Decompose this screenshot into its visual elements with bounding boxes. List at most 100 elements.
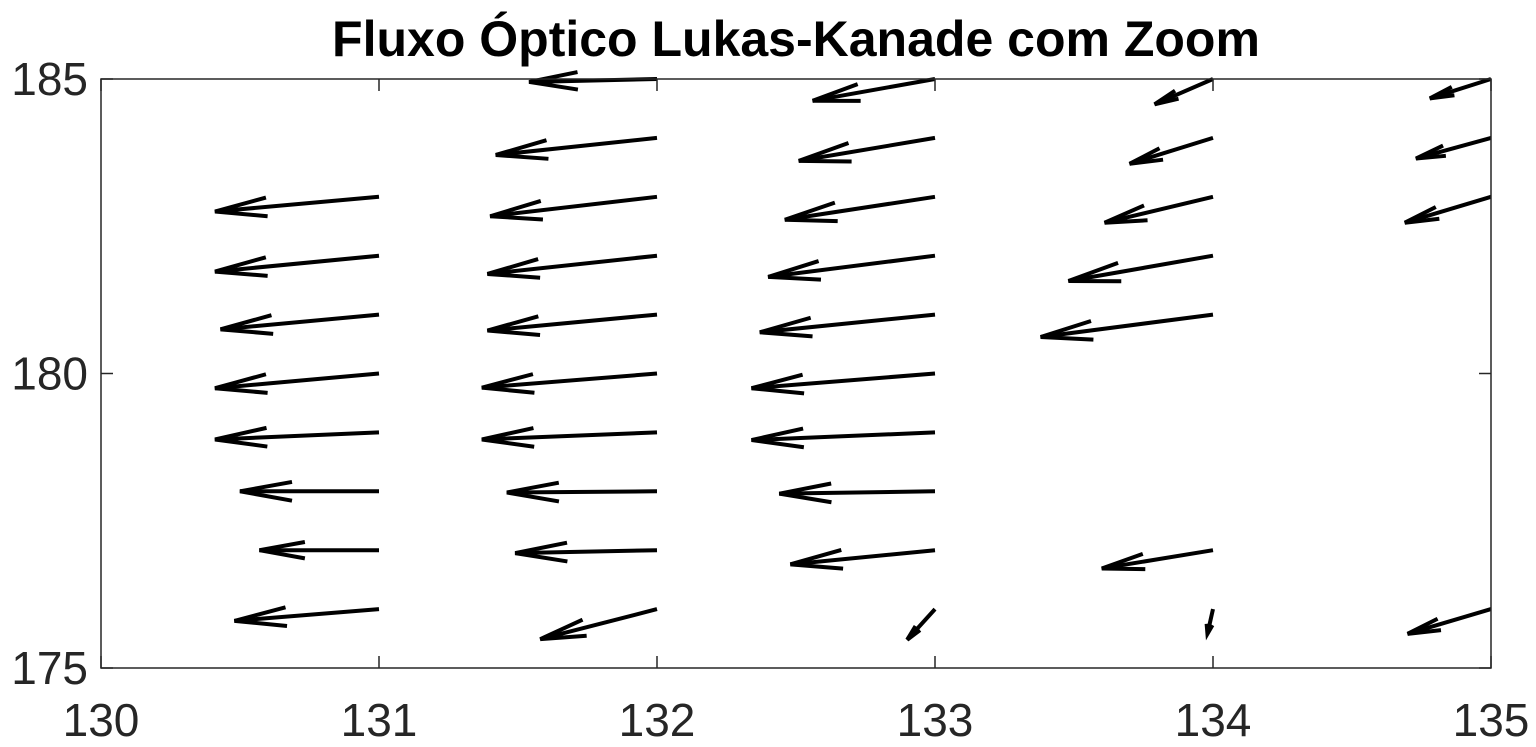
arrow-shaft [1407, 607, 1492, 636]
arrow-head [528, 70, 579, 92]
arrow-head [220, 313, 274, 336]
arrow-shaft [539, 607, 658, 642]
y-tick-label: 175 [11, 642, 88, 694]
arrow-shaft [1415, 135, 1492, 161]
arrow-shaft [798, 135, 936, 163]
x-tick-label: 132 [619, 694, 696, 746]
quiver-arrow [789, 548, 936, 571]
quiver-arrow [1415, 135, 1492, 161]
arrow-shaft [751, 430, 936, 443]
quiver-arrow [1040, 312, 1214, 342]
quiver-arrow [1153, 77, 1214, 107]
arrow-shaft [487, 312, 658, 333]
arrow-head [481, 426, 535, 449]
x-tick-label: 135 [1453, 694, 1530, 746]
arrow-head [1204, 623, 1215, 641]
arrow-head [214, 372, 268, 395]
arrow-shaft [784, 194, 936, 222]
arrow-head [1067, 260, 1122, 284]
arrow-head [539, 617, 587, 642]
arrow-head [1415, 143, 1447, 161]
quiver-arrow [233, 605, 380, 628]
arrow-shaft [495, 135, 658, 157]
arrow-shaft [1068, 253, 1214, 283]
arrow-shaft [790, 548, 936, 567]
quiver-arrow [1067, 253, 1214, 284]
quiver-arrow [486, 312, 658, 337]
arrow-shaft [1104, 194, 1214, 225]
quiver-arrow [239, 479, 379, 503]
quiver-arrow [767, 253, 936, 282]
arrow-shaft [1040, 312, 1214, 339]
arrow-head [1406, 616, 1442, 636]
arrow-shaft [481, 371, 658, 390]
x-tick-label: 133 [897, 694, 974, 746]
arrow-head [1103, 203, 1148, 225]
arrow-head [214, 425, 268, 449]
arrow-shaft [506, 489, 658, 495]
quiver-arrow [220, 312, 380, 336]
arrow-head [1101, 552, 1146, 572]
quiver-arrow [481, 426, 658, 449]
quiver-arrows [214, 70, 1492, 642]
arrow-head [759, 315, 813, 339]
arrow-shaft [1404, 194, 1492, 225]
quiver-arrow [1103, 194, 1214, 225]
quiver-arrow [506, 480, 658, 504]
chart-title: Fluxo Óptico Lukas-Kanade com Zoom [332, 11, 1260, 67]
arrow-head [489, 199, 544, 222]
arrow-shaft [515, 548, 658, 556]
quiver-arrow [751, 371, 936, 396]
quiver-arrow [1428, 77, 1492, 101]
quiver-arrow [489, 194, 658, 222]
quiver-arrow [495, 135, 658, 161]
arrow-shaft [1101, 548, 1214, 571]
arrow-head [1040, 319, 1094, 342]
arrow-head [767, 259, 822, 282]
arrow-shaft [812, 77, 936, 103]
arrow-shaft [234, 607, 380, 623]
arrow-head [798, 141, 852, 164]
arrow-shaft [220, 312, 380, 332]
quiver-arrow [539, 607, 658, 642]
arrow-head [1428, 85, 1455, 101]
y-tick-label: 180 [11, 348, 88, 400]
arrow-head [486, 314, 541, 337]
axis-ticks: 130 131 132 133 134 135 175 180 185 [11, 53, 1529, 746]
arrow-head [259, 540, 306, 561]
arrow-head [778, 481, 832, 505]
arrow-head [905, 625, 922, 642]
quiver-arrow [214, 253, 380, 278]
plot-area [101, 79, 1491, 668]
quiver-arrow [214, 425, 380, 449]
arrow-shaft [759, 312, 936, 335]
quiver-arrow [214, 371, 380, 395]
quiver-arrow [259, 540, 379, 561]
arrow-shaft [489, 194, 658, 219]
quiver-arrow [905, 607, 937, 642]
arrow-head [233, 605, 288, 628]
quiver-arrow [486, 253, 658, 280]
quiver-arrow [798, 135, 936, 164]
arrow-head [481, 372, 535, 395]
quiver-arrow [1406, 607, 1492, 636]
arrow-head [214, 255, 268, 278]
arrow-head [784, 200, 838, 224]
arrow-shaft [487, 253, 658, 276]
quiver-arrow [778, 481, 936, 505]
arrow-shaft [214, 430, 380, 442]
arrow-head [506, 480, 560, 504]
arrow-head [486, 257, 541, 280]
quiver-arrow [811, 77, 936, 103]
arrow-head [811, 82, 861, 103]
quiver-arrow [514, 540, 658, 564]
arrow-shaft [214, 194, 380, 214]
quiver-arrow [1204, 608, 1215, 641]
quiver-arrow [1128, 135, 1214, 166]
quiver-arrow [751, 426, 936, 450]
arrow-shaft [214, 253, 380, 274]
arrow-shaft [751, 371, 936, 391]
x-tick-label: 134 [1175, 694, 1252, 746]
arrow-head [751, 426, 805, 450]
